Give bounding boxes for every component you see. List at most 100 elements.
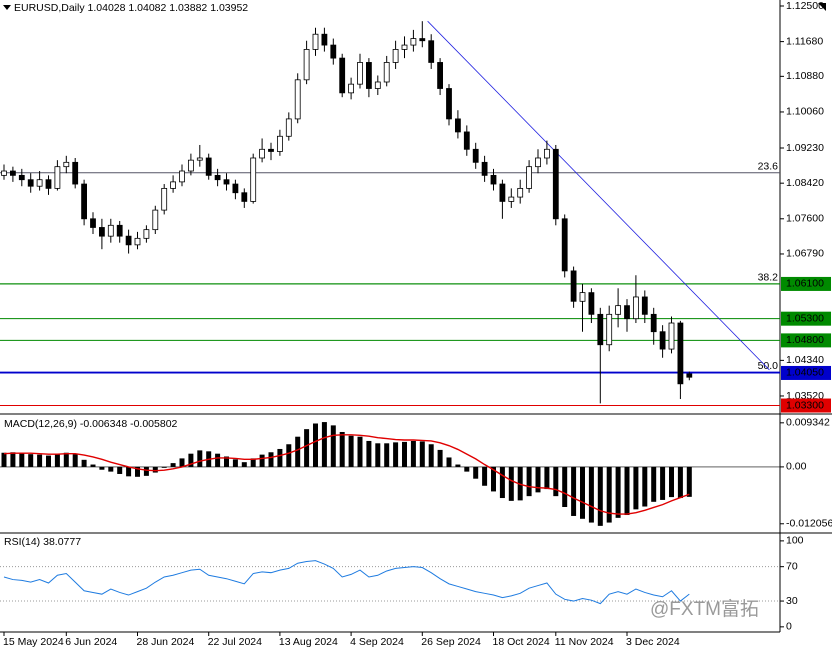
candle-body bbox=[454, 118, 461, 133]
macd-bar bbox=[170, 463, 176, 467]
macd-bar bbox=[553, 466, 559, 497]
macd-bar bbox=[660, 466, 666, 500]
y-tick-label: 1.08420 bbox=[786, 177, 824, 189]
macd-bar bbox=[215, 453, 221, 467]
macd-bar bbox=[375, 443, 381, 467]
macd-bar bbox=[99, 466, 105, 470]
candle-body bbox=[624, 305, 630, 320]
macd-bar bbox=[143, 466, 149, 476]
y-tick-label: 1.12500 bbox=[786, 0, 824, 12]
candle-body bbox=[161, 187, 168, 211]
y-tick-label: 0 bbox=[786, 621, 792, 633]
macd-bar bbox=[473, 466, 479, 479]
macd-title: MACD(12,26,9) bbox=[4, 418, 77, 430]
macd-bar bbox=[535, 466, 541, 493]
corner-icon[interactable] bbox=[818, 3, 826, 11]
rsi-header: RSI(14) 38.0777 bbox=[4, 536, 81, 548]
fib-label: 38.2 bbox=[758, 272, 779, 284]
candle-body bbox=[90, 218, 96, 228]
macd-bar bbox=[544, 466, 550, 490]
candle-body bbox=[481, 161, 488, 176]
candle-body bbox=[259, 148, 266, 159]
menu-arrow[interactable] bbox=[3, 5, 11, 10]
macd-value: -0.006348 bbox=[80, 418, 127, 430]
macd-bar bbox=[455, 464, 461, 467]
signal-value: -0.005802 bbox=[130, 418, 177, 430]
x-tick-label: 13 Aug 2024 bbox=[279, 636, 338, 648]
macd-bar bbox=[232, 459, 238, 467]
candle-body bbox=[187, 159, 194, 172]
candle-body bbox=[499, 183, 506, 202]
candle-body bbox=[490, 174, 497, 185]
price-level-label: 1.06100 bbox=[786, 278, 824, 290]
y-tick-label: 1.06790 bbox=[786, 248, 824, 260]
candle-body bbox=[686, 373, 693, 378]
signal-line bbox=[3, 434, 690, 515]
candle-body bbox=[401, 44, 408, 50]
macd-bar bbox=[615, 466, 621, 518]
candle-body bbox=[650, 313, 657, 333]
candle-body bbox=[641, 296, 648, 315]
candle-body bbox=[99, 227, 105, 237]
candle-body bbox=[170, 181, 177, 189]
macd-bar bbox=[562, 466, 568, 507]
macd-bar bbox=[339, 431, 345, 467]
macd-bar bbox=[72, 454, 78, 467]
macd-bar bbox=[188, 453, 194, 467]
macd-bar bbox=[330, 425, 336, 467]
candle-body bbox=[357, 62, 363, 85]
macd-bar bbox=[108, 466, 114, 472]
macd-bar bbox=[366, 440, 372, 467]
y-tick-label: 0.009342 bbox=[786, 417, 830, 429]
trendline bbox=[427, 20, 770, 371]
macd-bar bbox=[179, 458, 185, 467]
macd-bar bbox=[499, 466, 505, 499]
candle-body bbox=[72, 161, 79, 185]
macd-bar bbox=[28, 454, 34, 467]
fib-label: 50.0 bbox=[758, 360, 779, 372]
candle-body bbox=[437, 62, 444, 89]
candle-body bbox=[615, 305, 621, 315]
macd-bar bbox=[384, 443, 390, 467]
x-tick-label: 4 Sep 2024 bbox=[350, 636, 404, 648]
candle-body bbox=[321, 33, 328, 46]
y-tick-label: 30 bbox=[786, 595, 798, 607]
y-tick-label: 1.04340 bbox=[786, 354, 824, 366]
price-level-box bbox=[781, 311, 831, 326]
candle-body bbox=[107, 224, 114, 237]
candle-body bbox=[419, 38, 426, 42]
candle-body bbox=[116, 224, 123, 237]
candle-body bbox=[588, 292, 595, 315]
y-tick-label: 1.07600 bbox=[786, 213, 824, 225]
x-tick-label: 22 Jul 2024 bbox=[208, 636, 262, 648]
fib-label: 23.6 bbox=[758, 161, 779, 173]
x-tick-label: 3 Dec 2024 bbox=[626, 636, 680, 648]
candle-body bbox=[552, 148, 559, 220]
candle-body bbox=[54, 166, 61, 189]
y-tick-label: -0.012056 bbox=[786, 518, 832, 530]
candle-body bbox=[633, 296, 639, 320]
macd-bar bbox=[464, 466, 470, 472]
price-level-box bbox=[781, 398, 831, 413]
candle-body bbox=[570, 270, 577, 302]
macd-bar bbox=[54, 454, 60, 467]
macd-bar bbox=[46, 455, 51, 467]
macd-bar bbox=[428, 444, 434, 467]
y-tick-label: 1.10060 bbox=[786, 106, 824, 118]
macd-bar bbox=[321, 422, 327, 467]
macd-bar bbox=[588, 466, 594, 523]
low: 1.03882 bbox=[169, 2, 207, 14]
candle-body bbox=[143, 229, 150, 239]
price-level-box bbox=[781, 276, 831, 291]
macd-bar bbox=[348, 435, 354, 467]
y-tick-label: 1.11680 bbox=[786, 35, 823, 47]
candle-body bbox=[374, 81, 381, 89]
macd-bar bbox=[482, 466, 488, 486]
candle-body bbox=[232, 183, 239, 194]
candle-body bbox=[81, 183, 87, 220]
macd-bar bbox=[624, 466, 630, 516]
candle-body bbox=[205, 157, 212, 176]
candle-body bbox=[36, 179, 43, 187]
macd-bar bbox=[437, 449, 443, 467]
